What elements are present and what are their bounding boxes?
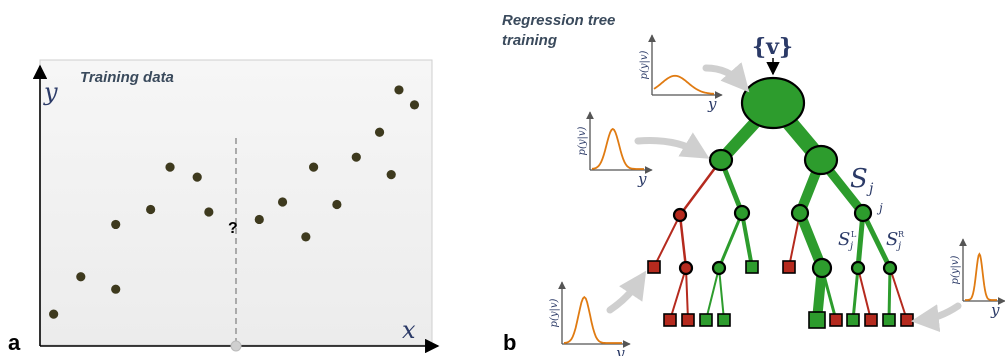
pointer-arrow-leaf-left bbox=[610, 280, 640, 310]
leaf-node bbox=[830, 314, 842, 326]
data-point bbox=[387, 170, 396, 179]
tree-edge bbox=[890, 268, 907, 320]
tree-edge bbox=[889, 268, 890, 320]
leaf-node bbox=[718, 314, 730, 326]
split-node bbox=[710, 150, 732, 170]
leaf-node bbox=[746, 261, 758, 273]
split-node bbox=[805, 146, 837, 174]
panel-b-title-line1: Regression tree bbox=[502, 12, 615, 29]
tree-edge bbox=[686, 268, 688, 320]
split-node bbox=[813, 259, 831, 277]
tree-edge bbox=[719, 268, 724, 320]
left-subset-symbol: S bbox=[838, 229, 850, 250]
leaf-node bbox=[648, 261, 660, 273]
right-subset-superscript: R bbox=[898, 230, 905, 239]
tree-edge bbox=[670, 268, 686, 320]
split-set-symbol: S bbox=[850, 164, 868, 194]
split-node bbox=[855, 205, 871, 221]
split-node bbox=[735, 206, 749, 220]
leaf-node bbox=[809, 312, 825, 328]
data-point bbox=[146, 205, 155, 214]
data-point bbox=[394, 85, 403, 94]
tree-edge bbox=[719, 213, 742, 268]
split-node bbox=[680, 262, 692, 274]
posterior-plot-node: p(y|v) y bbox=[577, 112, 652, 188]
tree-edge bbox=[853, 268, 858, 320]
mini-x-label: y bbox=[615, 344, 625, 356]
panel-b-letter: b bbox=[503, 330, 516, 355]
left-subset-superscript: L bbox=[851, 230, 857, 239]
split-set-label: S j bbox=[850, 164, 874, 197]
data-point bbox=[375, 128, 384, 137]
tree-edge bbox=[858, 268, 871, 320]
tree-edge bbox=[654, 215, 680, 267]
mini-y-label: p(y|v) bbox=[549, 298, 560, 327]
leaf-node bbox=[847, 314, 859, 326]
leaf-node bbox=[700, 314, 712, 326]
data-point bbox=[193, 173, 202, 182]
data-point bbox=[204, 207, 213, 216]
data-point bbox=[111, 285, 120, 294]
tree-edge bbox=[742, 213, 752, 267]
leaf-node bbox=[783, 261, 795, 273]
data-point bbox=[76, 272, 85, 281]
split-node bbox=[852, 262, 864, 274]
split-node bbox=[792, 205, 808, 221]
data-point bbox=[410, 100, 419, 109]
leaf-node bbox=[664, 314, 676, 326]
split-node bbox=[884, 262, 896, 274]
mini-x-label: y bbox=[990, 301, 1000, 319]
posterior-plot-root: p(y|v) y bbox=[639, 35, 722, 113]
node-j-label: j bbox=[876, 201, 883, 215]
input-label: {v} bbox=[752, 34, 793, 60]
leaf-node bbox=[901, 314, 913, 326]
panel-b-title-line2: training bbox=[502, 32, 557, 49]
data-point bbox=[352, 153, 361, 162]
panel-b: Regression tree training b {v} S j j S j… bbox=[502, 12, 1005, 356]
posterior-curve bbox=[592, 129, 644, 169]
data-point bbox=[165, 163, 174, 172]
question-mark: ? bbox=[228, 220, 238, 237]
pointer-arrow-root bbox=[706, 68, 742, 84]
data-point bbox=[278, 197, 287, 206]
data-point bbox=[309, 163, 318, 172]
right-subset-symbol: S bbox=[886, 229, 898, 250]
panel-a-x-label: x bbox=[402, 316, 416, 344]
leaf-node bbox=[883, 314, 895, 326]
posterior-plot-leaf-left: p(y|v) y bbox=[549, 282, 630, 356]
pointer-arrow-level1 bbox=[638, 141, 700, 154]
mini-x-label: y bbox=[707, 95, 717, 113]
mini-y-label: p(y|v) bbox=[577, 126, 588, 155]
right-subset-label: S j R bbox=[886, 229, 905, 252]
tree-edge bbox=[706, 268, 719, 320]
mini-y-label: p(y|v) bbox=[950, 255, 961, 284]
leaf-node bbox=[682, 314, 694, 326]
panel-a-y-label: y bbox=[43, 78, 58, 106]
pointer-arrow-leaf-right bbox=[922, 306, 958, 320]
left-subset-label: S j L bbox=[838, 229, 857, 252]
data-point bbox=[255, 215, 264, 224]
mini-y-label: p(y|v) bbox=[639, 50, 650, 79]
panel-a-letter: a bbox=[8, 330, 21, 355]
posterior-curve bbox=[965, 254, 997, 300]
tree-edge bbox=[680, 215, 686, 268]
panel-a-title: Training data bbox=[80, 69, 174, 86]
split-marker bbox=[231, 341, 241, 351]
posterior-curve bbox=[654, 76, 714, 94]
mini-x-label: y bbox=[637, 170, 647, 188]
data-point bbox=[332, 200, 341, 209]
root-node bbox=[742, 78, 804, 128]
leaf-node bbox=[865, 314, 877, 326]
split-node bbox=[713, 262, 725, 274]
panel-a: Training data y x ? a bbox=[8, 60, 438, 355]
data-point bbox=[111, 220, 120, 229]
data-point bbox=[301, 232, 310, 241]
data-point bbox=[49, 310, 58, 319]
split-node bbox=[674, 209, 686, 221]
